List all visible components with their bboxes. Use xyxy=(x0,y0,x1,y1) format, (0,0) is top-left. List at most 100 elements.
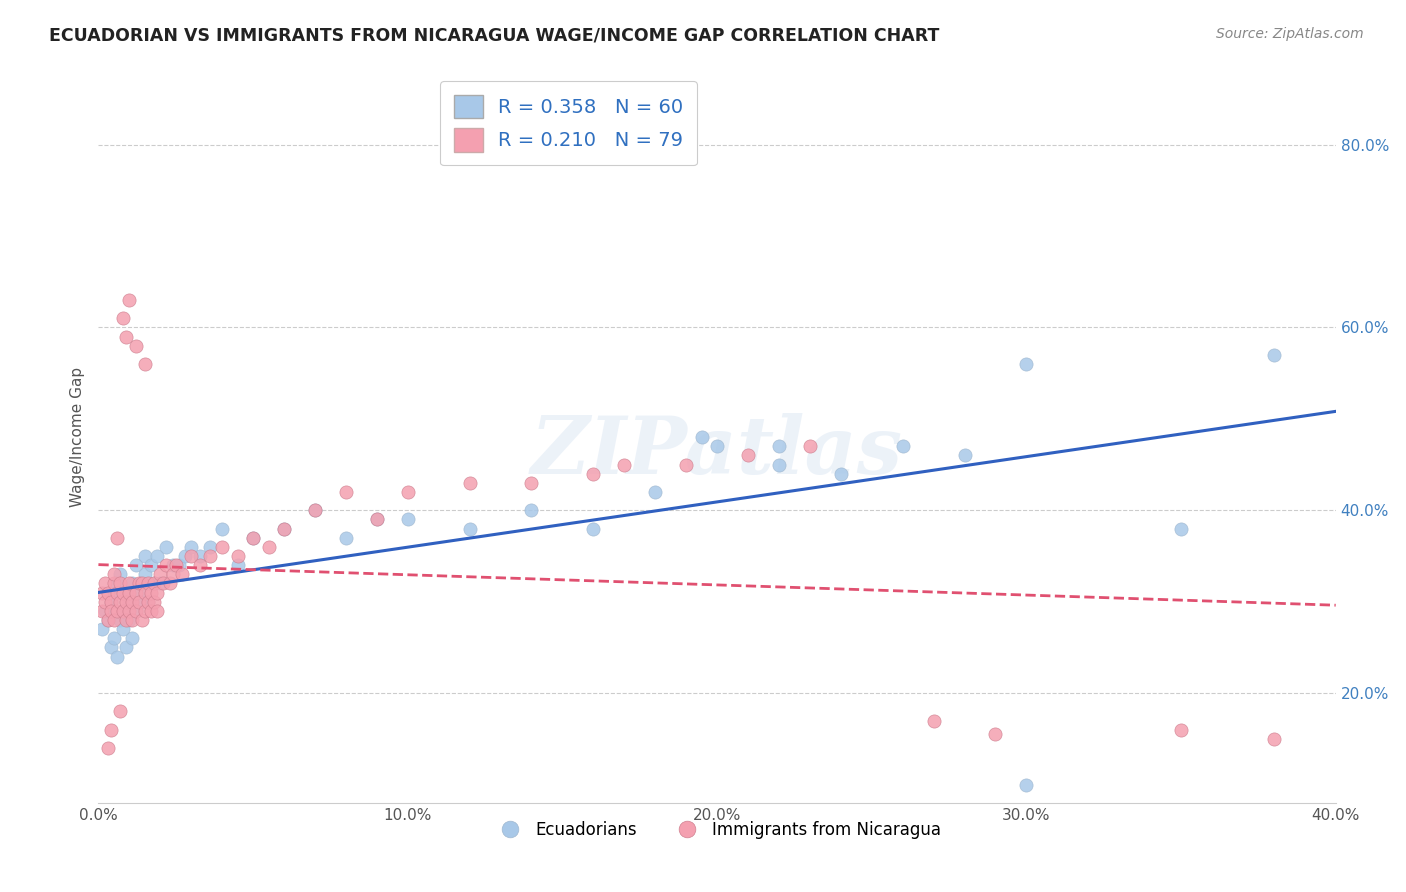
Point xyxy=(242,531,264,545)
Point xyxy=(139,585,162,599)
Point xyxy=(93,576,115,591)
Point xyxy=(90,622,112,636)
Point xyxy=(100,640,122,655)
Point xyxy=(1170,521,1192,535)
Point xyxy=(112,604,135,618)
Point xyxy=(170,567,193,582)
Point xyxy=(396,512,419,526)
Point xyxy=(366,512,388,526)
Point xyxy=(112,585,135,599)
Point xyxy=(112,604,135,618)
Point xyxy=(97,740,120,755)
Point xyxy=(174,549,197,563)
Point xyxy=(149,576,172,591)
Point xyxy=(108,613,131,627)
Point xyxy=(100,723,122,737)
Point xyxy=(799,439,821,453)
Point xyxy=(152,576,174,591)
Point xyxy=(121,613,143,627)
Point xyxy=(146,604,169,618)
Point xyxy=(520,503,543,517)
Point xyxy=(134,604,156,618)
Point xyxy=(103,567,125,582)
Point xyxy=(211,521,233,535)
Legend: Ecuadorians, Immigrants from Nicaragua: Ecuadorians, Immigrants from Nicaragua xyxy=(486,814,948,846)
Point xyxy=(124,604,146,618)
Point xyxy=(675,458,697,472)
Point xyxy=(644,485,666,500)
Point xyxy=(108,567,131,582)
Point xyxy=(90,585,112,599)
Point xyxy=(115,329,138,343)
Point xyxy=(100,594,122,608)
Point xyxy=(108,576,131,591)
Point xyxy=(706,439,728,453)
Point xyxy=(180,549,202,563)
Point xyxy=(131,613,153,627)
Point xyxy=(520,475,543,490)
Point xyxy=(136,576,159,591)
Point xyxy=(690,430,713,444)
Point xyxy=(97,613,120,627)
Point xyxy=(118,594,141,608)
Point xyxy=(211,540,233,554)
Point xyxy=(162,567,184,582)
Point xyxy=(115,640,138,655)
Point xyxy=(198,540,221,554)
Point xyxy=(139,604,162,618)
Point xyxy=(97,613,120,627)
Text: ZIPatlas: ZIPatlas xyxy=(531,413,903,491)
Point xyxy=(134,585,156,599)
Text: ECUADORIAN VS IMMIGRANTS FROM NICARAGUA WAGE/INCOME GAP CORRELATION CHART: ECUADORIAN VS IMMIGRANTS FROM NICARAGUA … xyxy=(49,27,939,45)
Point xyxy=(891,439,914,453)
Point xyxy=(984,727,1007,741)
Point xyxy=(124,339,146,353)
Point xyxy=(105,649,128,664)
Point xyxy=(93,604,115,618)
Point xyxy=(165,558,187,573)
Point xyxy=(155,558,177,573)
Point xyxy=(190,558,212,573)
Point xyxy=(582,467,605,481)
Point xyxy=(335,531,357,545)
Point xyxy=(768,458,790,472)
Point xyxy=(128,585,150,599)
Point xyxy=(93,594,115,608)
Point xyxy=(118,576,141,591)
Point xyxy=(115,585,138,599)
Point xyxy=(118,293,141,307)
Point xyxy=(273,521,295,535)
Point xyxy=(103,613,125,627)
Point xyxy=(149,567,172,582)
Point xyxy=(146,585,169,599)
Point xyxy=(335,485,357,500)
Point xyxy=(112,311,135,326)
Point xyxy=(226,549,249,563)
Point xyxy=(115,613,138,627)
Point xyxy=(162,558,184,573)
Point xyxy=(103,576,125,591)
Point xyxy=(118,585,141,599)
Point xyxy=(108,594,131,608)
Point xyxy=(112,622,135,636)
Point xyxy=(146,549,169,563)
Point xyxy=(136,594,159,608)
Point xyxy=(768,439,790,453)
Point xyxy=(737,448,759,462)
Point xyxy=(830,467,852,481)
Point xyxy=(1263,731,1285,746)
Point xyxy=(118,604,141,618)
Point xyxy=(131,594,153,608)
Point xyxy=(139,558,162,573)
Point xyxy=(134,567,156,582)
Point xyxy=(180,540,202,554)
Point xyxy=(1015,357,1038,371)
Point xyxy=(613,458,636,472)
Point xyxy=(134,549,156,563)
Point xyxy=(128,594,150,608)
Point xyxy=(105,585,128,599)
Point xyxy=(124,604,146,618)
Point xyxy=(159,576,181,591)
Point xyxy=(134,357,156,371)
Point xyxy=(242,531,264,545)
